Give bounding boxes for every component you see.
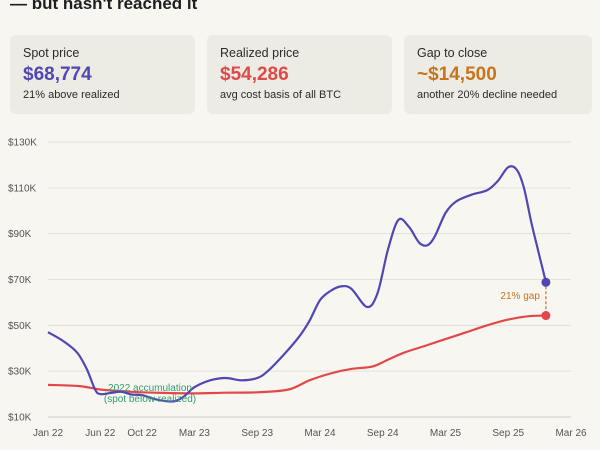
y-tick-label: $110K	[8, 183, 37, 194]
accumulation-annotation-sub: (spot below realized)	[104, 394, 196, 405]
gap-label: Gap to close	[417, 46, 488, 60]
spot-price-sub: 21% above realized	[23, 89, 120, 101]
realized-price-value: $54,286	[220, 64, 289, 85]
x-tick-label: Sep 25	[492, 428, 524, 439]
stat-cards: Spot price $68,774 21% above realized Re…	[10, 35, 592, 114]
y-tick-label: $30K	[8, 367, 32, 378]
spot-endpoint	[541, 277, 551, 287]
spot-price-card: Spot price $68,774 21% above realized	[10, 35, 195, 114]
x-tick-label: Oct 22	[127, 428, 157, 439]
chart-headline: — but hasn't reached it	[10, 0, 198, 13]
y-tick-label: $130K	[8, 138, 37, 149]
x-tick-label: Sep 24	[367, 428, 399, 439]
gap-card: Gap to close ~$14,500 another 20% declin…	[404, 35, 592, 114]
realized-price-line	[47, 314, 546, 395]
spot-price-line	[47, 165, 547, 403]
gap-annotation: 21% gap	[500, 291, 540, 302]
realized-endpoint	[541, 311, 551, 321]
x-tick-label: Jun 22	[85, 428, 115, 439]
x-tick-label: Sep 23	[241, 428, 273, 439]
y-tick-label: $10K	[8, 413, 32, 424]
x-tick-label: Mar 23	[179, 428, 211, 439]
x-tick-label: Mar 26	[555, 428, 587, 439]
x-tick-label: Jan 22	[33, 428, 63, 439]
x-tick-label: Mar 25	[430, 428, 462, 439]
realized-price-label: Realized price	[220, 46, 300, 60]
x-tick-label: Mar 24	[304, 428, 336, 439]
y-tick-label: $50K	[8, 321, 32, 332]
realized-price-card: Realized price $54,286 avg cost basis of…	[207, 35, 392, 114]
gap-value: ~$14,500	[417, 64, 497, 85]
realized-price-sub: avg cost basis of all BTC	[220, 89, 342, 101]
y-tick-label: $90K	[8, 229, 32, 240]
spot-price-label: Spot price	[23, 46, 80, 60]
gap-sub: another 20% decline needed	[417, 89, 558, 101]
spot-price-value: $68,774	[23, 64, 92, 85]
accumulation-annotation: 2022 accumulation	[108, 383, 192, 394]
y-tick-label: $70K	[8, 275, 32, 286]
